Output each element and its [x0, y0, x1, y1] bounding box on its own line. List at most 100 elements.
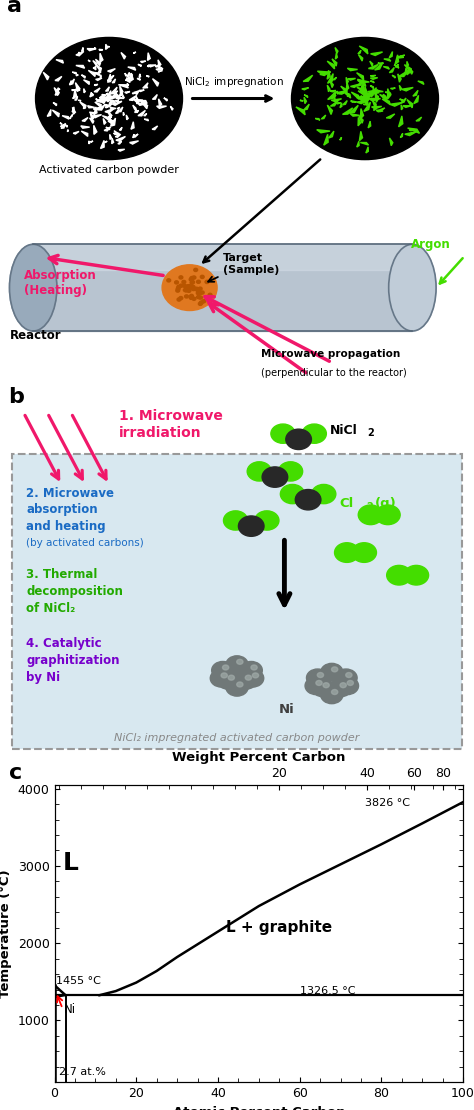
Text: 1455 °C: 1455 °C [56, 976, 100, 986]
Polygon shape [75, 89, 80, 91]
Text: a: a [7, 0, 22, 16]
Polygon shape [368, 64, 378, 69]
Circle shape [179, 276, 183, 279]
Text: (g): (g) [374, 497, 396, 511]
Polygon shape [320, 71, 331, 75]
Polygon shape [93, 68, 96, 70]
Circle shape [176, 287, 180, 291]
Polygon shape [363, 97, 365, 100]
Polygon shape [146, 75, 149, 77]
Polygon shape [346, 78, 348, 84]
Polygon shape [116, 109, 119, 113]
Polygon shape [363, 94, 372, 99]
Circle shape [228, 675, 235, 680]
Polygon shape [357, 80, 363, 87]
Circle shape [190, 276, 194, 280]
Polygon shape [106, 128, 109, 130]
Circle shape [167, 279, 171, 282]
Polygon shape [127, 72, 129, 77]
Polygon shape [118, 141, 121, 144]
Polygon shape [118, 84, 128, 88]
Circle shape [321, 664, 343, 682]
Polygon shape [410, 68, 413, 74]
Polygon shape [359, 131, 363, 141]
Circle shape [316, 680, 322, 686]
Circle shape [335, 543, 359, 563]
Polygon shape [407, 100, 413, 108]
Polygon shape [315, 119, 320, 120]
Polygon shape [148, 64, 156, 67]
Circle shape [271, 424, 295, 443]
Polygon shape [374, 62, 383, 70]
Polygon shape [321, 115, 326, 119]
Polygon shape [377, 108, 385, 111]
Polygon shape [72, 107, 74, 112]
Polygon shape [401, 98, 406, 103]
Polygon shape [133, 134, 138, 137]
Circle shape [191, 287, 195, 291]
Circle shape [292, 38, 438, 160]
Polygon shape [395, 64, 398, 68]
Circle shape [221, 673, 228, 678]
Polygon shape [61, 123, 65, 129]
Circle shape [191, 281, 194, 284]
Polygon shape [126, 80, 130, 82]
Polygon shape [114, 91, 118, 93]
Polygon shape [370, 85, 374, 89]
Text: 2.7 at.%: 2.7 at.% [59, 1067, 106, 1077]
Polygon shape [116, 93, 120, 100]
Polygon shape [340, 103, 342, 108]
Polygon shape [133, 52, 136, 53]
Polygon shape [95, 59, 100, 65]
Polygon shape [104, 141, 107, 142]
Polygon shape [110, 118, 116, 127]
Circle shape [162, 265, 217, 311]
Polygon shape [104, 127, 111, 131]
Polygon shape [153, 94, 157, 99]
Polygon shape [131, 74, 133, 81]
Polygon shape [129, 141, 138, 144]
Polygon shape [106, 44, 108, 50]
Polygon shape [91, 92, 93, 95]
Text: NiCl₂ impregnated activated carbon powder: NiCl₂ impregnated activated carbon powde… [114, 734, 360, 744]
Text: b: b [9, 387, 24, 407]
Text: Activated carbon powder: Activated carbon powder [39, 165, 179, 175]
Text: 3826 °C: 3826 °C [365, 798, 410, 808]
Polygon shape [70, 81, 72, 85]
Circle shape [321, 686, 343, 704]
Polygon shape [53, 102, 56, 105]
Polygon shape [358, 54, 363, 61]
Polygon shape [76, 65, 84, 68]
Polygon shape [399, 85, 401, 91]
Polygon shape [368, 99, 381, 101]
Circle shape [198, 287, 202, 291]
Polygon shape [336, 53, 337, 59]
Polygon shape [108, 80, 110, 82]
Polygon shape [106, 91, 111, 98]
Polygon shape [81, 131, 88, 137]
Polygon shape [118, 149, 125, 151]
Polygon shape [87, 49, 96, 51]
Polygon shape [350, 84, 360, 88]
Circle shape [195, 287, 199, 291]
Polygon shape [100, 53, 103, 62]
Polygon shape [384, 59, 391, 61]
Polygon shape [317, 130, 330, 133]
Polygon shape [156, 68, 162, 70]
Circle shape [252, 673, 259, 678]
Polygon shape [357, 80, 366, 87]
Circle shape [237, 659, 243, 664]
Polygon shape [76, 51, 84, 56]
Polygon shape [144, 113, 147, 115]
Polygon shape [385, 92, 391, 94]
Circle shape [201, 275, 204, 279]
Polygon shape [359, 97, 368, 104]
Circle shape [202, 300, 206, 303]
Polygon shape [90, 118, 94, 123]
Polygon shape [394, 64, 399, 68]
Polygon shape [70, 117, 71, 119]
Polygon shape [349, 105, 358, 113]
Circle shape [226, 656, 248, 674]
Circle shape [196, 292, 200, 294]
Circle shape [279, 462, 302, 481]
